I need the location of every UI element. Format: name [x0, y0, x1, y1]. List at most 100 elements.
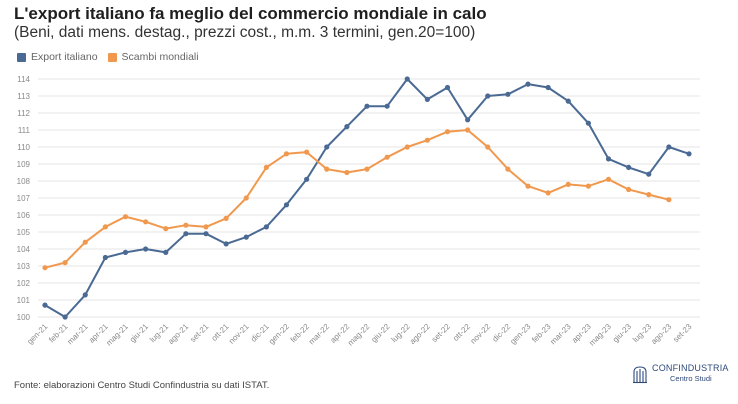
data-point[interactable] [485, 144, 491, 150]
grid-lines [38, 78, 700, 318]
data-point[interactable] [424, 137, 430, 143]
data-point[interactable] [364, 103, 370, 109]
y-tick-label: 110 [17, 143, 30, 152]
data-point[interactable] [122, 214, 129, 220]
data-point[interactable] [585, 120, 591, 126]
x-tick-label: set-22 [430, 322, 452, 344]
data-point[interactable] [505, 91, 511, 97]
data-point[interactable] [304, 176, 310, 182]
data-point[interactable] [143, 219, 149, 225]
data-point[interactable] [404, 76, 410, 82]
data-point[interactable] [666, 197, 672, 203]
data-point[interactable] [545, 84, 551, 91]
data-point[interactable] [505, 166, 511, 172]
legend-item-scambi[interactable]: Scambi mondiali [107, 51, 199, 63]
data-point[interactable] [384, 103, 390, 109]
data-point[interactable] [203, 224, 209, 230]
y-tick-label: 104 [17, 245, 31, 254]
data-point[interactable] [183, 231, 189, 237]
legend-item-export[interactable]: Export italiano [17, 51, 98, 63]
data-point[interactable] [324, 144, 330, 150]
x-tick-label: giu-21 [128, 322, 150, 344]
data-point[interactable] [42, 302, 48, 308]
data-point[interactable] [565, 181, 571, 187]
data-point[interactable] [263, 164, 269, 170]
data-point[interactable] [666, 144, 672, 150]
data-point[interactable] [62, 260, 68, 266]
x-tick-label: ago-21 [166, 322, 190, 346]
logo-subtitle: Centro Studi [670, 374, 712, 383]
data-point[interactable] [243, 234, 249, 240]
data-point[interactable] [143, 246, 149, 252]
series-group [42, 76, 692, 320]
logo-mark-icon [633, 366, 647, 384]
data-point[interactable] [485, 93, 491, 99]
data-point[interactable] [283, 151, 290, 157]
data-point[interactable] [283, 202, 290, 208]
data-point[interactable] [223, 241, 229, 247]
data-point[interactable] [444, 84, 451, 91]
data-point[interactable] [364, 166, 370, 172]
data-point[interactable] [646, 171, 652, 177]
y-tick-label: 105 [17, 228, 31, 237]
data-point[interactable] [203, 231, 209, 237]
legend-swatch-export [17, 52, 26, 62]
data-point[interactable] [122, 249, 129, 255]
data-point[interactable] [344, 124, 350, 130]
y-tick-label: 109 [17, 160, 31, 169]
data-point[interactable] [565, 98, 571, 104]
y-tick-label: 100 [17, 313, 31, 322]
data-point[interactable] [344, 169, 350, 176]
x-tick-label: set-21 [188, 322, 210, 344]
x-tick-label: gen-22 [267, 322, 291, 346]
data-point[interactable] [465, 117, 471, 123]
x-tick-label: mar-23 [548, 322, 573, 347]
y-tick-label: 106 [17, 211, 31, 220]
data-point[interactable] [424, 96, 430, 102]
y-tick-label: 114 [17, 75, 30, 84]
data-point[interactable] [605, 176, 612, 182]
x-tick-label: nov-21 [227, 322, 251, 346]
data-point[interactable] [686, 151, 692, 157]
data-point[interactable] [263, 224, 269, 230]
data-point[interactable] [243, 195, 249, 201]
x-tick-label: ago-22 [408, 322, 432, 346]
data-point[interactable] [102, 254, 108, 261]
data-point[interactable] [465, 127, 471, 133]
chart-title: L'export italiano fa meglio del commerci… [14, 4, 487, 23]
data-point[interactable] [62, 314, 68, 320]
logo-name: CONFINDUSTRIA [652, 363, 729, 373]
y-tick-label: 112 [17, 109, 30, 118]
data-point[interactable] [444, 129, 451, 135]
x-tick-label: gen-23 [508, 322, 532, 346]
y-tick-label: 111 [18, 126, 31, 135]
confindustria-logo: CONFINDUSTRIA Centro Studi [632, 364, 729, 384]
y-tick-label: 102 [17, 279, 31, 288]
x-tick-label: mag-23 [587, 322, 613, 348]
data-point[interactable] [42, 265, 48, 271]
data-point[interactable] [183, 222, 189, 228]
data-point[interactable] [545, 190, 551, 196]
y-tick-label: 108 [17, 177, 31, 186]
data-point[interactable] [626, 186, 632, 193]
data-point[interactable] [525, 183, 531, 189]
data-point[interactable] [585, 183, 591, 189]
data-point[interactable] [223, 215, 229, 221]
data-point[interactable] [163, 249, 169, 255]
data-point[interactable] [163, 226, 169, 232]
y-tick-label: 107 [17, 194, 31, 203]
data-point[interactable] [102, 224, 108, 230]
data-point[interactable] [525, 81, 531, 87]
data-point[interactable] [384, 154, 390, 160]
x-tick-label: nov-22 [468, 322, 492, 346]
data-point[interactable] [82, 292, 88, 298]
data-point[interactable] [646, 192, 652, 198]
data-point[interactable] [404, 144, 410, 150]
data-point[interactable] [605, 156, 612, 162]
data-point[interactable] [626, 164, 632, 170]
data-point[interactable] [324, 166, 330, 172]
data-point[interactable] [82, 239, 88, 245]
source-note: Fonte: elaborazioni Centro Studi Confind… [14, 380, 270, 391]
data-point[interactable] [304, 149, 310, 155]
